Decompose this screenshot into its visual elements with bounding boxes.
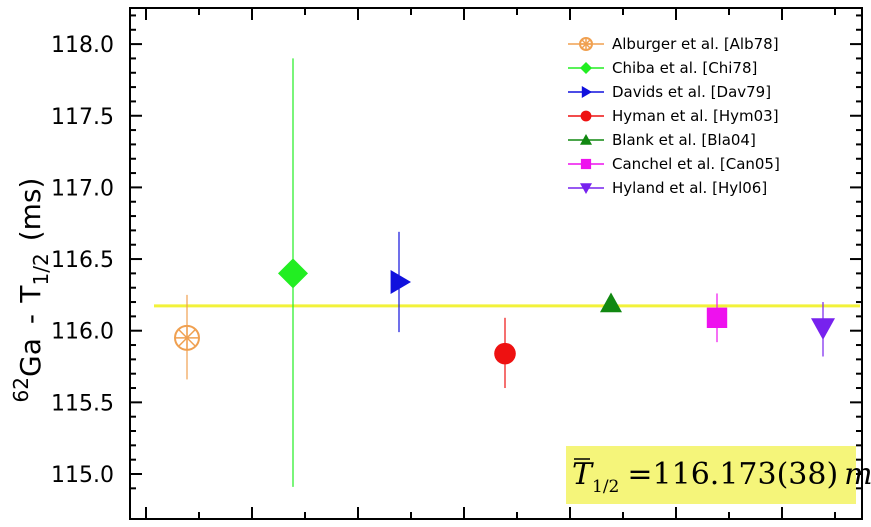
ylabel-separator: - <box>14 315 47 324</box>
series-point <box>580 134 592 145</box>
result-formula: T1/2 =116.173(38)ms <box>572 457 871 497</box>
series-point <box>811 318 835 340</box>
series-point-spoke <box>581 39 591 49</box>
ylabel-unit: (ms) <box>14 178 47 242</box>
legend-label: Alburger et al. [Alb78] <box>612 35 779 53</box>
series-square <box>706 293 728 343</box>
result-value: 116.173 <box>653 457 777 492</box>
series-triangle-up <box>600 292 622 313</box>
y-tick-label: 115.0 <box>51 463 114 488</box>
result-symbol: T <box>572 457 594 492</box>
y-tick-label: 115.5 <box>51 391 114 416</box>
series-point <box>600 292 622 313</box>
series-point <box>581 86 592 98</box>
y-axis-label-text: 62Ga - T1/2 (ms) <box>9 178 53 403</box>
y-axis-ticks: 115.0 115.5 116.0 116.5 117.0 117.5 118.0 <box>51 8 862 519</box>
legend-item: Davids et al. [Dav79] <box>568 83 771 101</box>
series-triangle-right <box>390 231 411 333</box>
legend-label: Blank et al. [Bla04] <box>612 131 756 149</box>
series-diamond <box>278 58 308 487</box>
series-point <box>580 110 592 122</box>
series-point <box>580 62 592 74</box>
series-point <box>494 342 516 365</box>
legend-label: Davids et al. [Dav79] <box>612 83 771 101</box>
series-circle-star <box>174 294 200 380</box>
ylabel-element: Ga <box>14 338 47 377</box>
ylabel-isotope-mass: 62 <box>9 377 33 402</box>
series-point <box>278 258 308 289</box>
series-point <box>390 269 411 294</box>
legend: Alburger et al. [Alb78] Chiba et al. [Chi… <box>568 35 780 197</box>
legend-item: Canchel et al. [Can05] <box>568 155 780 173</box>
ylabel-quantity: T <box>14 285 47 304</box>
ylabel-quantity-subscript: 1/2 <box>29 253 53 285</box>
legend-label: Canchel et al. [Can05] <box>612 155 780 173</box>
y-tick-label: 117.0 <box>51 176 114 201</box>
result-box-background <box>566 446 856 504</box>
series-triangle-down <box>811 302 835 357</box>
series-point-spoke <box>177 328 197 347</box>
result-subscript: 1/2 <box>592 477 619 497</box>
series-point <box>580 158 592 170</box>
result-uncertainty: (38) <box>777 457 839 492</box>
legend-item: Hyland et al. [Hyl06] <box>568 179 767 197</box>
result-equals: = <box>627 457 652 492</box>
legend-item: Hyman et al. [Hym03] <box>568 107 779 125</box>
y-axis-label: 62Ga - T1/2 (ms) <box>9 178 53 403</box>
plot-frame <box>129 7 863 520</box>
legend-label: Hyman et al. [Hym03] <box>612 107 779 125</box>
series-point <box>580 183 592 194</box>
series-point <box>706 307 728 329</box>
legend-label: Chiba et al. [Chi78] <box>612 59 757 77</box>
series-group <box>174 58 835 487</box>
legend-label: Hyland et al. [Hyl06] <box>612 179 767 197</box>
legend-item: Blank et al. [Bla04] <box>568 131 756 149</box>
plot-border <box>129 7 863 520</box>
y-tick-label: 117.5 <box>51 105 114 130</box>
y-tick-label: 116.5 <box>51 248 114 273</box>
legend-item: Alburger et al. [Alb78] <box>568 35 779 53</box>
y-tick-label: 116.0 <box>51 320 114 345</box>
y-tick-label: 118.0 <box>51 33 114 58</box>
result-unit: ms <box>844 457 871 492</box>
series-circle <box>494 317 516 389</box>
legend-item: Chiba et al. [Chi78] <box>568 59 757 77</box>
result-box: T1/2 =116.173(38)ms <box>566 446 871 504</box>
